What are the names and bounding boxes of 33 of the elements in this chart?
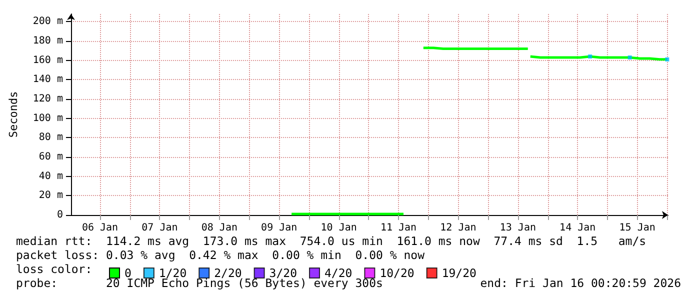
x-tick-label: 15 Jan (619, 222, 656, 234)
y-tick-label: 140 m (32, 74, 63, 86)
y-tick-label: 40 m (38, 170, 63, 182)
legend-title: loss color: (16, 262, 92, 276)
y-tick-label: 200 m (32, 16, 63, 28)
text: end: Fri Jan 16 00:20:59 2026 (480, 276, 682, 290)
text: packet loss: 0.03 % avg 0.42 % max 0.00 % min 0.00 % now (16, 248, 425, 262)
x-tick-label: 12 Jan (440, 222, 476, 234)
legend-label: 0 (124, 266, 132, 280)
y-tick-label: 100 m (32, 112, 63, 124)
y-tick-label: 60 m (38, 152, 63, 163)
legend-label: 3/20 (269, 266, 298, 280)
legend-label: 19/20 (442, 266, 477, 280)
y-axis-title: Seconds (7, 91, 20, 138)
x-tick-label: 13 Jan (500, 222, 536, 234)
legend-label: 1/20 (158, 266, 187, 280)
legend-label: 4/20 (324, 266, 352, 280)
text: median rtt: 114.2 ms avg 173.0 ms max 754.0 us min 161.0 ms now 77.4 ms sd 1.5 am/s (16, 234, 646, 248)
x-tick-label: 08 Jan (201, 222, 238, 234)
legend-label: 2/20 (214, 266, 242, 280)
x-tick-label: 07 Jan (142, 222, 178, 234)
y-tick-label: 80 m (38, 132, 63, 144)
y-tick-label: 0 (56, 210, 63, 220)
x-tick-label: 14 Jan (560, 222, 596, 234)
y-tick-label: 20 m (38, 190, 63, 202)
legend-label: 10/20 (380, 266, 414, 280)
x-tick-label: 06 Jan (82, 222, 118, 234)
x-tick-label: 09 Jan (261, 222, 298, 234)
x-tick-label: 11 Jan (380, 222, 417, 234)
y-tick-label: 120 m (32, 94, 63, 105)
x-tick-label: 10 Jan (320, 222, 357, 234)
y-tick-label: 160 m (32, 54, 63, 66)
y-tick-label: 180 m (32, 36, 63, 47)
